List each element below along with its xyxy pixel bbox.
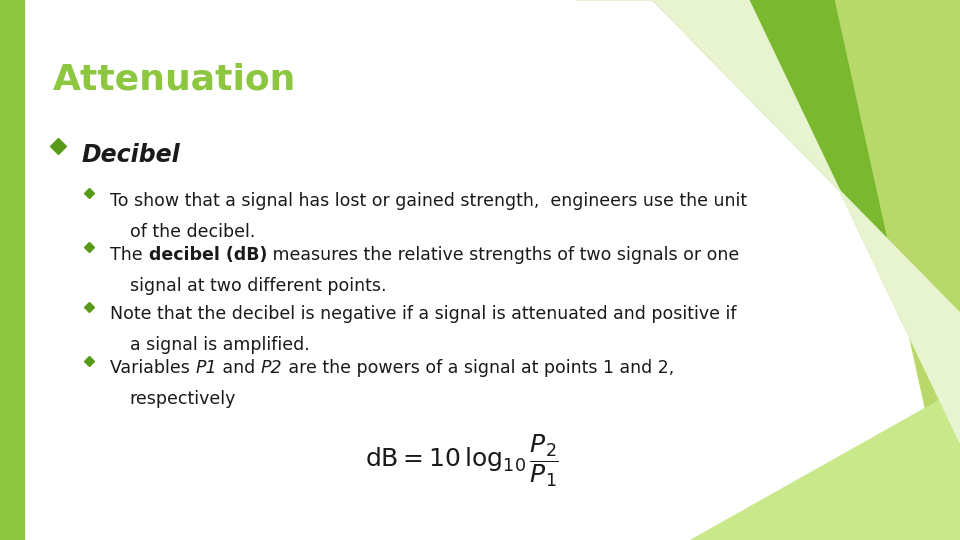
- Text: a signal is amplified.: a signal is amplified.: [130, 336, 309, 354]
- Text: $\mathrm{dB} = 10\,\log_{10}\dfrac{P_2}{P_1}$: $\mathrm{dB} = 10\,\log_{10}\dfrac{P_2}{…: [365, 433, 559, 489]
- Polygon shape: [835, 0, 960, 540]
- Text: and: and: [217, 359, 261, 377]
- Text: The: The: [110, 246, 149, 264]
- Polygon shape: [576, 0, 960, 443]
- Text: Variables: Variables: [110, 359, 196, 377]
- Text: P2: P2: [261, 359, 282, 377]
- Polygon shape: [0, 0, 24, 540]
- Text: decibel (dB): decibel (dB): [149, 246, 267, 264]
- Text: Attenuation: Attenuation: [53, 62, 297, 96]
- Polygon shape: [691, 389, 960, 540]
- Text: of the decibel.: of the decibel.: [130, 223, 255, 241]
- Text: are the powers of a signal at points 1 and 2,: are the powers of a signal at points 1 a…: [282, 359, 674, 377]
- Text: respectively: respectively: [130, 390, 236, 408]
- Text: signal at two different points.: signal at two different points.: [130, 277, 386, 295]
- Text: P1: P1: [196, 359, 217, 377]
- Text: Note that the decibel is negative if a signal is attenuated and positive if: Note that the decibel is negative if a s…: [110, 305, 737, 323]
- Text: Decibel: Decibel: [82, 143, 180, 167]
- Text: To show that a signal has lost or gained strength,  engineers use the unit: To show that a signal has lost or gained…: [110, 192, 748, 210]
- Polygon shape: [749, 0, 960, 443]
- Text: measures the relative strengths of two signals or one: measures the relative strengths of two s…: [267, 246, 739, 264]
- Polygon shape: [653, 0, 960, 313]
